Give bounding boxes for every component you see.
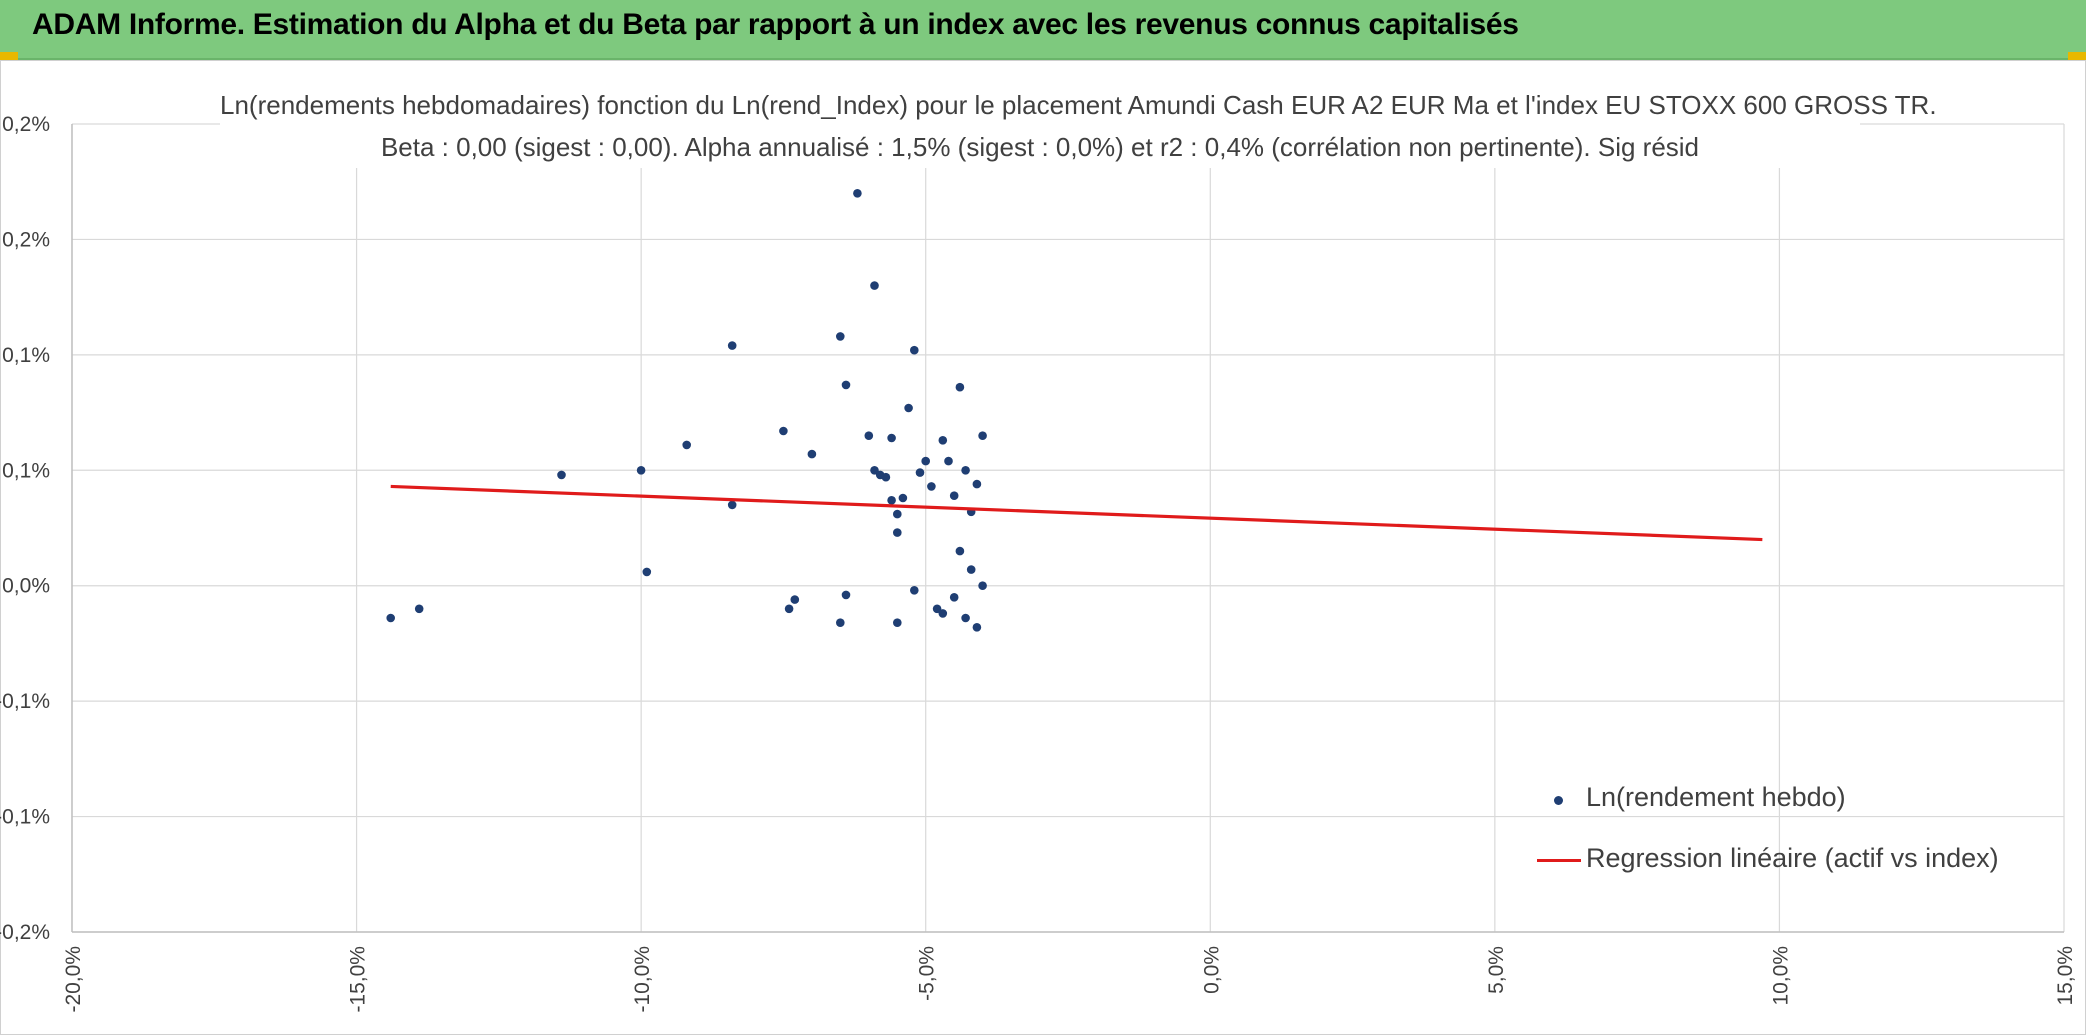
chart-title-line-2: Beta : 0,00 (sigest : 0,00). Alpha annua…: [380, 132, 1700, 162]
legend-label-regression: Regression linéaire (actif vs index): [1586, 843, 1999, 873]
x-tick-label: 10,0%: [1769, 946, 1792, 1006]
data-point: [944, 456, 953, 466]
data-point: [949, 491, 959, 501]
regression-line: [390, 484, 1763, 542]
data-point: [727, 341, 737, 350]
data-point: [898, 493, 908, 503]
legend-label-scatter: Ln(rendement hebdo): [1586, 782, 1846, 812]
data-point: [910, 586, 919, 595]
data-point: [932, 604, 942, 614]
data-point: [938, 436, 948, 445]
y-tick-label: -0,1%: [0, 690, 50, 713]
data-point: [949, 593, 959, 602]
data-point: [790, 595, 800, 604]
data-point: [784, 604, 794, 614]
data-point: [893, 509, 902, 519]
data-point: [557, 470, 566, 480]
x-tick-labels: -20,0% -15,0% -10,0% -5,0% 0,0% 5,0% 10,0% 15,0…: [62, 946, 2077, 1013]
data-point: [978, 581, 987, 590]
data-point: [727, 500, 737, 510]
y-tick-label: 0,2%: [2, 113, 50, 136]
legend-marker-scatter: [1554, 796, 1563, 805]
data-point: [904, 403, 913, 413]
data-point: [864, 431, 874, 441]
regression-line-layer: [390, 484, 1763, 542]
data-point: [910, 345, 919, 355]
data-point: [841, 590, 851, 600]
data-point: [386, 613, 396, 623]
data-point: [927, 482, 936, 491]
x-tick-label: 15,0%: [2054, 946, 2077, 1006]
data-point: [972, 479, 982, 489]
data-point: [915, 468, 925, 477]
data-point: [807, 449, 817, 459]
data-point: [642, 567, 652, 577]
data-point: [893, 618, 902, 627]
data-point: [682, 440, 691, 450]
y-tick-labels: 0,2% 0,2% 0,1% 0,1% 0,0% -0,1% -0,1% -0,2%: [0, 113, 50, 944]
data-point: [887, 496, 896, 505]
data-point: [955, 546, 965, 556]
report-title: ADAM Informe. Estimation du Alpha et du …: [32, 8, 1519, 41]
data-point: [870, 281, 879, 290]
y-tick-label: 0,2%: [2, 228, 50, 251]
y-tick-label: 0,1%: [2, 459, 50, 482]
chart-title-line-1: Ln(rendements hebdomadaires) fonction du…: [220, 90, 1937, 120]
y-tick-label: -0,1%: [0, 806, 50, 829]
data-point: [893, 528, 902, 537]
axes: [71, 124, 2064, 933]
data-point: [955, 382, 965, 392]
corner-marker-left: [0, 52, 18, 60]
x-tick-label: 0,0%: [1200, 946, 1223, 994]
data-point: [887, 433, 896, 443]
data-point: [972, 623, 982, 632]
data-point: [978, 431, 987, 441]
data-point: [853, 189, 862, 198]
x-tick-label: -20,0%: [62, 946, 85, 1013]
data-point: [836, 332, 845, 341]
y-tick-label: -0,2%: [0, 921, 50, 944]
data-point: [841, 380, 851, 390]
data-point: [966, 565, 976, 574]
corner-marker-right: [2068, 52, 2086, 60]
y-tick-label: 0,1%: [2, 344, 50, 367]
report-banner: ADAM Informe. Estimation du Alpha et du …: [0, 0, 2086, 60]
data-point: [961, 613, 970, 623]
data-point: [836, 618, 845, 627]
data-point: [870, 466, 879, 475]
scatter-points: [386, 189, 987, 632]
data-point: [881, 472, 891, 482]
data-point: [636, 466, 646, 475]
data-point: [779, 426, 788, 436]
data-point: [414, 604, 424, 614]
legend-marker-regression: [1537, 859, 1581, 862]
data-point: [961, 466, 970, 475]
x-tick-label: -15,0%: [347, 946, 370, 1013]
chart-title: Ln(rendements hebdomadaires) fonction du…: [220, 84, 1937, 168]
x-tick-label: -10,0%: [631, 946, 654, 1013]
data-point: [921, 456, 930, 466]
x-tick-label: 5,0%: [1485, 946, 1508, 994]
x-tick-label: -5,0%: [916, 946, 939, 1001]
data-point: [938, 609, 948, 618]
y-tick-label: 0,0%: [2, 575, 50, 598]
